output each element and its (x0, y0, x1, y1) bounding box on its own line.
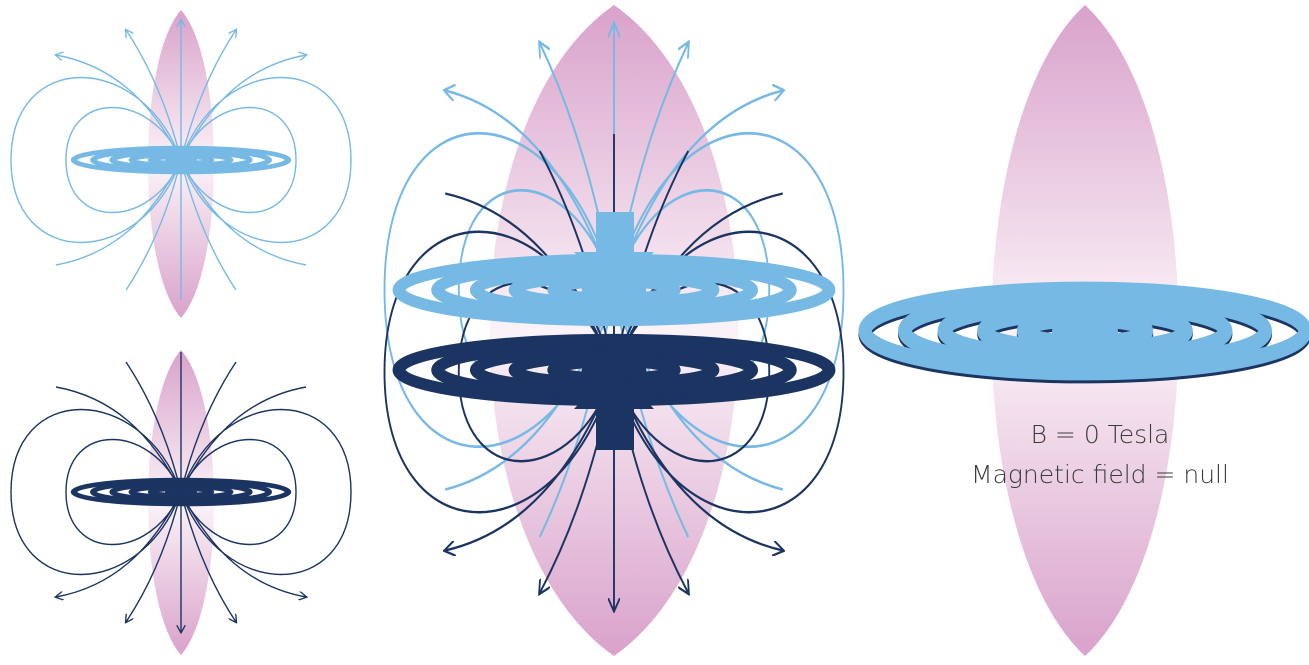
coil (74, 148, 288, 172)
field-state: Magnetic field = null (971, 460, 1229, 489)
force-arrow (574, 212, 654, 292)
field-strength: B = 0 Tesla (1031, 420, 1170, 449)
force-arrow (574, 367, 654, 450)
coil (865, 289, 1305, 372)
coil (74, 480, 288, 504)
